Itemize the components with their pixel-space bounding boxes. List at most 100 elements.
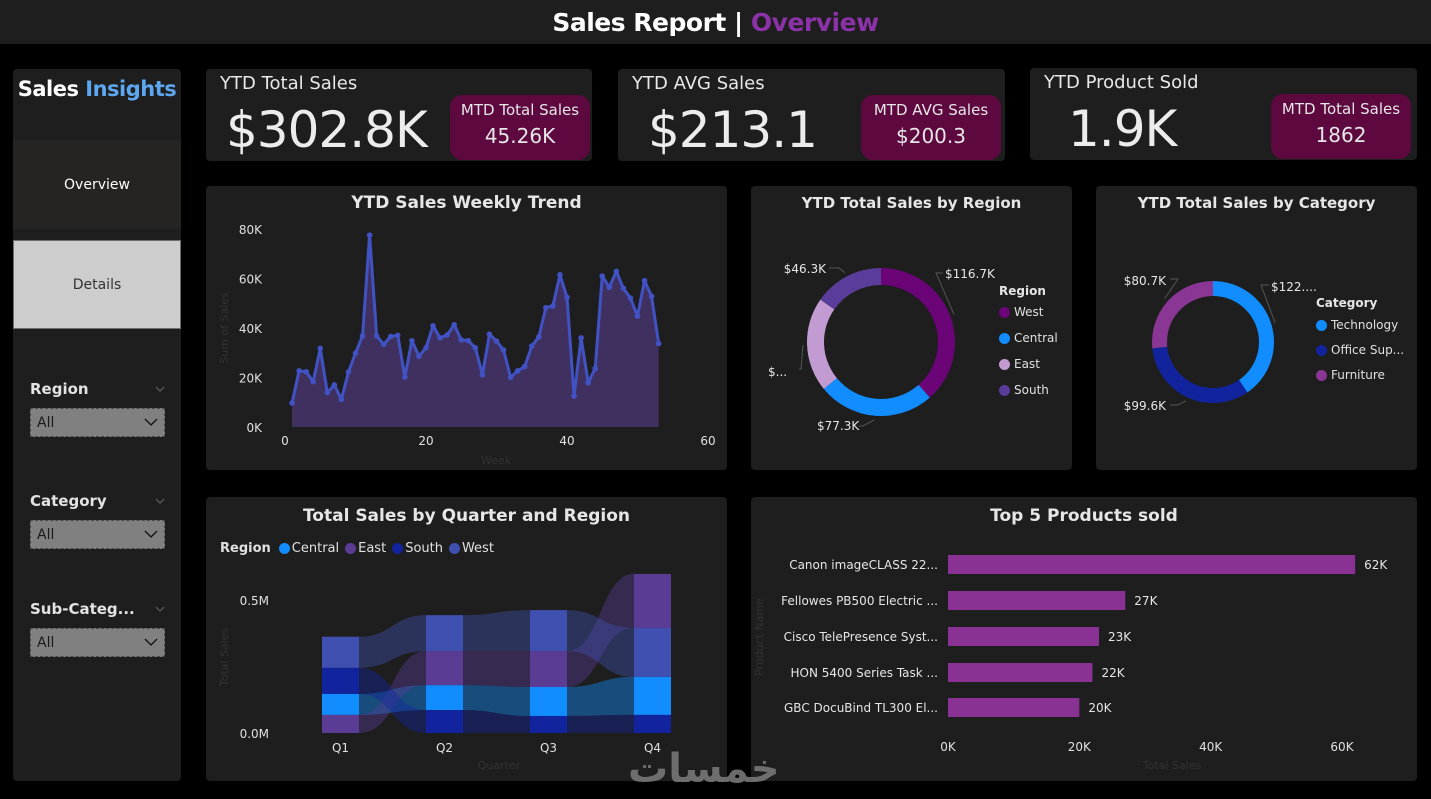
legend-item[interactable]: South: [999, 383, 1049, 397]
legend-item[interactable]: Central: [999, 331, 1058, 345]
trend-point[interactable]: [380, 341, 387, 348]
donut-slice-west[interactable]: [881, 268, 955, 398]
legend-item[interactable]: Office Sup...: [1316, 343, 1404, 357]
ribbon-bar-q1-west[interactable]: [322, 636, 359, 668]
trend-point[interactable]: [648, 293, 655, 300]
ribbon-bar-q4-south[interactable]: [634, 714, 671, 733]
trend-point[interactable]: [317, 345, 324, 352]
trend-point[interactable]: [359, 333, 366, 339]
trend-point[interactable]: [409, 337, 415, 344]
chevron-down-icon[interactable]: [155, 384, 165, 394]
region-dropdown[interactable]: All: [30, 408, 165, 437]
product-bar[interactable]: [948, 591, 1126, 610]
trend-point[interactable]: [416, 353, 422, 360]
ribbon-bar-q3-south[interactable]: [530, 715, 567, 733]
trend-point[interactable]: [402, 374, 408, 380]
trend-point[interactable]: [521, 363, 528, 370]
donut-slice-south[interactable]: [820, 268, 881, 310]
ribbon-bar-q4-central[interactable]: [634, 676, 671, 715]
donut-slice-furniture[interactable]: [1152, 281, 1213, 349]
ribbon-bar-q2-east[interactable]: [426, 651, 463, 686]
trend-point[interactable]: [444, 332, 450, 338]
trend-point[interactable]: [557, 271, 563, 278]
category-slicer-header[interactable]: Category: [30, 490, 165, 512]
ribbon-bar-q4-west[interactable]: [634, 627, 671, 677]
trend-point[interactable]: [437, 335, 443, 341]
trend-point[interactable]: [338, 396, 345, 403]
trend-point[interactable]: [641, 277, 648, 284]
region-slicer-header[interactable]: Region: [30, 378, 165, 400]
trend-point[interactable]: [571, 393, 577, 399]
trend-point[interactable]: [493, 338, 500, 344]
trend-point[interactable]: [550, 303, 556, 309]
trend-point[interactable]: [395, 332, 401, 339]
legend-item[interactable]: South: [392, 541, 443, 556]
ribbon-bar-q1-south[interactable]: [322, 667, 359, 694]
ribbon-bar-q3-central[interactable]: [530, 686, 567, 716]
trend-point[interactable]: [627, 295, 634, 301]
trend-point[interactable]: [500, 347, 507, 353]
nav-details-button[interactable]: Details: [13, 240, 181, 329]
trend-point[interactable]: [387, 333, 394, 340]
donut-slice-officesup[interactable]: [1152, 346, 1248, 403]
legend-item[interactable]: Technology: [1316, 318, 1398, 332]
trend-point[interactable]: [458, 337, 465, 343]
trend-point[interactable]: [324, 389, 331, 396]
legend-item[interactable]: West: [999, 305, 1044, 319]
trend-point[interactable]: [613, 268, 620, 275]
subcategory-slicer-header[interactable]: Sub-Categ...: [30, 598, 165, 620]
trend-point[interactable]: [543, 304, 549, 311]
trend-point[interactable]: [310, 378, 316, 385]
category-dropdown[interactable]: All: [30, 520, 165, 549]
trend-point[interactable]: [430, 322, 436, 329]
nav-overview-button[interactable]: Overview: [13, 140, 181, 229]
trend-point[interactable]: [345, 369, 352, 375]
chevron-down-icon[interactable]: [155, 496, 165, 506]
ribbon-bar-q3-east[interactable]: [530, 651, 567, 687]
legend-item[interactable]: East: [999, 357, 1040, 371]
trend-point[interactable]: [655, 340, 662, 347]
trend-point[interactable]: [451, 321, 457, 328]
chevron-down-icon[interactable]: [155, 604, 165, 614]
donut-slice-technology[interactable]: [1213, 281, 1274, 393]
trend-point[interactable]: [331, 382, 338, 388]
trend-point[interactable]: [303, 369, 309, 375]
product-bar[interactable]: [948, 555, 1356, 574]
trend-point[interactable]: [296, 368, 302, 374]
product-bar[interactable]: [948, 663, 1093, 682]
ribbon-bar-q1-central[interactable]: [322, 693, 359, 715]
trend-point[interactable]: [472, 345, 479, 351]
trend-point[interactable]: [585, 379, 591, 386]
trend-point[interactable]: [352, 350, 359, 357]
donut-slice-east[interactable]: [807, 299, 837, 389]
trend-point[interactable]: [606, 284, 613, 291]
trend-point[interactable]: [620, 285, 627, 292]
ribbon-bar-q2-central[interactable]: [426, 685, 463, 711]
product-bar[interactable]: [948, 627, 1100, 646]
trend-point[interactable]: [528, 343, 535, 349]
trend-point[interactable]: [465, 337, 472, 344]
donut-slice-central[interactable]: [823, 378, 930, 417]
trend-point[interactable]: [373, 333, 380, 339]
trend-point[interactable]: [514, 368, 521, 374]
legend-item[interactable]: Furniture: [1316, 368, 1385, 382]
trend-point[interactable]: [536, 334, 542, 340]
legend-item[interactable]: East: [345, 541, 386, 556]
legend-item[interactable]: Central: [278, 541, 339, 556]
trend-point[interactable]: [507, 374, 514, 381]
trend-point[interactable]: [423, 345, 429, 351]
ribbon-bar-q4-east[interactable]: [634, 573, 671, 628]
ribbon-bar-q2-west[interactable]: [426, 615, 463, 652]
trend-point[interactable]: [366, 232, 373, 238]
ribbon-bar-q1-east[interactable]: [322, 714, 359, 733]
trend-point[interactable]: [479, 371, 486, 378]
trend-point[interactable]: [578, 335, 584, 341]
ribbon-bar-q2-south[interactable]: [426, 710, 463, 733]
trend-point[interactable]: [289, 400, 295, 406]
trend-point[interactable]: [486, 331, 493, 337]
trend-point[interactable]: [599, 273, 606, 279]
subcategory-dropdown[interactable]: All: [30, 628, 165, 657]
trend-point[interactable]: [564, 294, 570, 301]
product-bar[interactable]: [948, 698, 1080, 717]
legend-item[interactable]: West: [448, 541, 494, 556]
